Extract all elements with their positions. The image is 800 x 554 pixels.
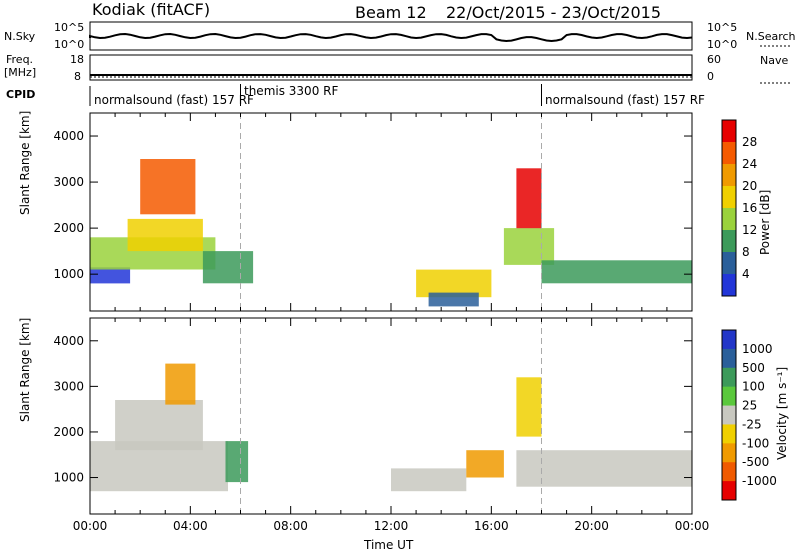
sky-tick-bottom: 10^0 bbox=[54, 38, 85, 51]
velocity-band-5 bbox=[466, 450, 504, 478]
power-ytick-label: 4000 bbox=[53, 129, 84, 143]
power-colorbar-cell bbox=[722, 186, 736, 209]
velocity-colorbar-tick: 500 bbox=[742, 361, 765, 375]
nave-tick-bottom: 0 bbox=[707, 70, 714, 83]
cpid-segment-3: normalsound (fast) 157 RF bbox=[545, 93, 705, 107]
power-colorbar-tick: 24 bbox=[742, 157, 757, 171]
sky-tick-top: 10^5 bbox=[54, 21, 85, 34]
velocity-colorbar-tick: 100 bbox=[742, 380, 765, 394]
velocity-colorbar-tick: -1000 bbox=[742, 474, 777, 488]
velocity-colorbar-tick: -500 bbox=[742, 455, 769, 469]
freq-tick-top: 18 bbox=[70, 53, 84, 66]
power-ytick-label: 1000 bbox=[53, 267, 84, 281]
velocity-colorbar-tick: 25 bbox=[742, 399, 757, 413]
x-axis-label: Time UT bbox=[364, 538, 414, 552]
freq-tick-bottom: 8 bbox=[74, 70, 81, 83]
power-colorbar-tick: 4 bbox=[742, 267, 750, 281]
power-colorbar-cell bbox=[722, 274, 736, 297]
power-colorbar-frame bbox=[721, 119, 737, 297]
cpid-segment-2: themis 3300 RF bbox=[244, 84, 339, 98]
power-band-2 bbox=[127, 218, 203, 252]
x-tick-label: 04:00 bbox=[173, 519, 208, 533]
nsky-trace bbox=[89, 32, 693, 43]
power-colorbar-cell bbox=[722, 230, 736, 253]
nsearch-label: N.Search bbox=[746, 30, 796, 43]
freq-strip bbox=[89, 54, 693, 81]
velocity-colorbar-tick: 1000 bbox=[742, 342, 773, 356]
power-colorbar-cell bbox=[722, 120, 736, 143]
x-tick-label: 12:00 bbox=[374, 519, 409, 533]
power-colorbar-cell bbox=[722, 252, 736, 275]
beam-label: Beam 12 bbox=[355, 3, 427, 22]
velocity-band-6 bbox=[516, 450, 692, 487]
velocity-band-7 bbox=[516, 377, 542, 437]
velocity-band-2 bbox=[165, 363, 196, 405]
power-colorbar-tick: 12 bbox=[742, 223, 757, 237]
velocity-colorbar-cell bbox=[722, 348, 736, 369]
power-colorbar-tick: 20 bbox=[742, 179, 757, 193]
station-title: Kodiak (fitACF) bbox=[92, 0, 211, 19]
freq-unit-label: [MHz] bbox=[4, 66, 37, 79]
power-colorbar-cell bbox=[722, 142, 736, 165]
velocity-colorbar-cell bbox=[722, 386, 736, 407]
velocity-ytick-label: 2000 bbox=[53, 425, 84, 439]
power-band-4 bbox=[202, 251, 254, 284]
power-band-6 bbox=[428, 292, 479, 307]
power-colorbar-cell bbox=[722, 164, 736, 187]
velocity-colorbar-cell bbox=[722, 424, 736, 444]
velocity-colorbar-tick: -25 bbox=[742, 417, 762, 431]
velocity-colorbar-cell bbox=[722, 481, 736, 501]
velocity-ytick-label: 3000 bbox=[53, 379, 84, 393]
power-band-7 bbox=[503, 228, 555, 265]
nave-tick-top: 60 bbox=[707, 53, 721, 66]
x-tick-label: 16:00 bbox=[474, 519, 509, 533]
velocity-colorbar-frame bbox=[721, 329, 737, 501]
velocity-colorbar-cell bbox=[722, 462, 736, 482]
velocity-band-4 bbox=[391, 468, 467, 492]
nsky-label: N.Sky bbox=[4, 30, 36, 43]
velocity-ytick-label: 4000 bbox=[53, 334, 84, 348]
x-tick-label: 08:00 bbox=[273, 519, 308, 533]
freq-label: Freq. bbox=[6, 53, 34, 66]
velocity-colorbar-cell bbox=[722, 443, 736, 463]
velocity-colorbar-cell bbox=[722, 405, 736, 425]
power-colorbar-tick: 28 bbox=[742, 135, 757, 149]
power-band-0 bbox=[90, 267, 131, 284]
power-ytick-label: 3000 bbox=[53, 175, 84, 189]
velocity-ytick-label: 1000 bbox=[53, 471, 84, 485]
power-band-9 bbox=[516, 168, 542, 229]
power-band-8 bbox=[541, 260, 692, 284]
x-tick-label: 00:00 bbox=[675, 519, 710, 533]
power-ytick-label: 2000 bbox=[53, 221, 84, 235]
velocity-band-1 bbox=[115, 400, 203, 451]
x-tick-label: 00:00 bbox=[73, 519, 108, 533]
search-tick-bottom: 10^0 bbox=[707, 38, 738, 51]
nave-label: Nave bbox=[760, 54, 789, 67]
x-tick-label: 20:00 bbox=[574, 519, 609, 533]
search-tick-top: 10^5 bbox=[707, 21, 738, 34]
power-colorbar-cell bbox=[722, 208, 736, 231]
date-range: 22/Oct/2015 - 23/Oct/2015 bbox=[446, 3, 661, 22]
velocity-colorbar-cell bbox=[722, 330, 736, 350]
power-band-3 bbox=[140, 159, 196, 215]
power-colorbar-tick: 8 bbox=[742, 245, 750, 259]
cpid-segment-1: normalsound (fast) 157 RF bbox=[94, 93, 254, 107]
cpid-label: CPID bbox=[6, 88, 36, 101]
velocity-colorbar-cell bbox=[722, 367, 736, 388]
velocity-colorbar-tick: -100 bbox=[742, 436, 769, 450]
velocity-band-3 bbox=[225, 441, 249, 483]
power-colorbar-tick: 16 bbox=[742, 201, 757, 215]
